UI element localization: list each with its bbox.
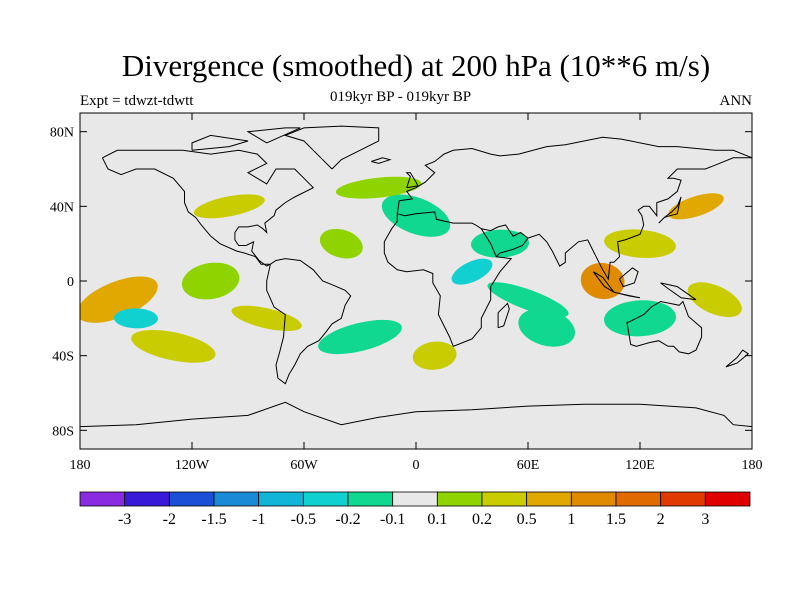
field-blob [604,229,676,258]
colorbar-swatch [481,491,528,507]
colorbar-swatch [302,491,349,507]
x-tick-label: 180 [70,458,91,473]
coastline [613,291,641,299]
colorbar-swatch [526,491,572,507]
field-blob [193,194,265,219]
field-blob [412,341,457,370]
x-tick-label: 60E [517,458,540,473]
colorbar-label: -0.5 [291,511,316,528]
colorbar-label: -0.2 [335,511,360,528]
colorbar-label: -3 [118,511,131,528]
colorbar-swatch [615,491,662,507]
colorbar-label: 0.2 [472,511,492,528]
coastline [527,157,752,281]
coastline [246,127,301,144]
map-title: Divergence (smoothed) at 200 hPa (10**6 … [121,48,711,83]
field-blob [335,176,422,199]
x-tick-label: 120E [625,458,655,473]
field-blob [580,262,625,300]
colorbar-label: -1.5 [201,511,226,528]
coastlines [80,125,752,428]
field-blob [687,282,742,318]
y-tick-label: 0 [67,275,74,290]
field-blob [487,282,569,318]
coastline [283,125,380,170]
colorbar-label: 1.5 [606,511,626,528]
colorbar-swatch [436,491,483,507]
y-tick-label: 40S [52,350,74,365]
colorbar-swatch [79,491,126,507]
axis-ticks: 180 120W 60W 0 60E 120E 180 80N 40N 0 40S 80S [50,113,763,473]
colorbar-label: 2 [657,511,665,528]
colorbar-label: -1 [252,511,265,528]
colorbar-label: -0.1 [380,511,405,528]
field-blob [668,193,724,220]
colorbar-label: 0.1 [427,511,447,528]
colorbar-swatch [347,491,394,507]
coastline [497,302,510,329]
colorbar-swatch [258,491,304,507]
field-blob [131,329,216,363]
coastline [660,282,697,301]
coastline [383,211,513,347]
y-tick-label: 80S [52,424,74,439]
field-blob [471,229,529,258]
y-tick-label: 40N [50,200,74,215]
colorbar-label: -2 [163,511,176,528]
colorbar-label: 0.5 [517,511,537,528]
coastline [619,267,639,288]
x-tick-label: 60W [290,458,318,473]
field-blob [451,258,493,285]
x-tick-label: 180 [742,458,763,473]
colorbar-swatch [124,491,170,507]
colorbar-swatch [704,491,751,507]
map-subtitle: 019kyr BP - 019kyr BP [330,89,472,105]
colorbar-swatch [570,491,617,507]
field-blob [80,276,158,323]
coastline [626,300,703,355]
coastline [658,196,682,224]
field-blob [319,228,363,259]
field-blob [114,308,158,329]
coastline [371,157,392,164]
y-tick-label: 80N [50,126,74,141]
coastline [405,172,419,189]
x-tick-label: 0 [413,458,420,473]
experiment-label: Expt = tdwzt-tdwtt [80,93,194,109]
colorbar-swatch [660,491,706,507]
colorbar: -3 -2 -1.5 -1 -0.5 -0.2 -0.1 0.1 0.2 0.5 1 1.5 2 3 [79,491,751,528]
coastline [481,224,529,258]
coastline [191,134,249,151]
colorbar-swatch [392,491,438,507]
x-tick-label: 120W [175,458,210,473]
field-blob [318,319,402,355]
field-blob [604,300,676,337]
coastline [725,349,750,368]
coastline [396,136,752,214]
plot-background [80,113,752,449]
coastline [266,258,352,385]
field-blob [181,262,240,300]
field-blob [518,308,575,347]
coastline [80,401,752,428]
colorbar-swatch [213,491,260,507]
coastline [101,149,315,267]
colorbar-label: 3 [701,511,709,528]
colorbar-label: 1 [567,511,575,528]
season-label: ANN [719,93,753,109]
colorbar-swatch [168,491,215,507]
